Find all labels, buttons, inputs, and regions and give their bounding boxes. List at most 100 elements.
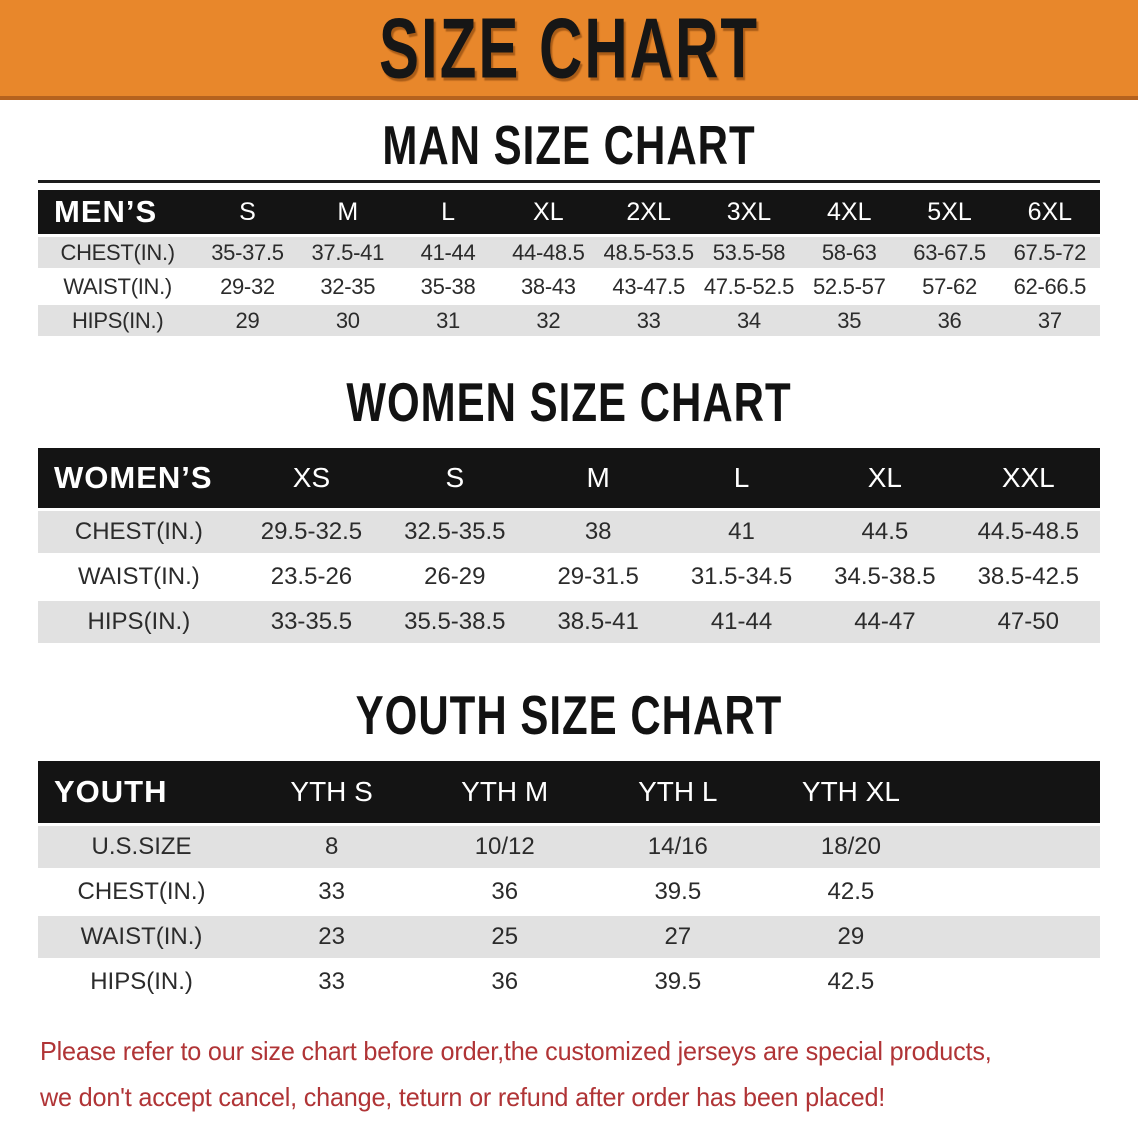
spacer-cell <box>937 961 1100 1003</box>
size-value-cell: 37 <box>999 305 1100 336</box>
size-value-cell: 44.5 <box>813 511 957 553</box>
size-value-cell: 43-47.5 <box>598 271 699 302</box>
size-value-cell: 39.5 <box>591 871 765 913</box>
size-value-cell: 37.5-41 <box>297 237 398 268</box>
size-value-cell: 44-47 <box>813 601 957 643</box>
youth-hips-row: HIPS(IN.) 33 36 39.5 42.5 <box>38 961 1100 1003</box>
size-value-cell: 42.5 <box>764 961 938 1003</box>
size-value-cell: 47.5-52.5 <box>698 271 800 302</box>
row-label: WAIST(IN.) <box>38 916 246 958</box>
men-size-table: MEN’S S M L XL 2XL 3XL 4XL 5XL 6XL CHEST… <box>38 187 1100 339</box>
size-value-cell: 36 <box>418 871 592 913</box>
size-value-cell: 32.5-35.5 <box>383 511 527 553</box>
size-value-cell: 34 <box>698 305 800 336</box>
size-value-cell: 41-44 <box>397 237 499 268</box>
size-value-cell: 14/16 <box>591 826 765 868</box>
size-value-cell: 33 <box>245 871 419 913</box>
men-size-header: 2XL <box>598 190 699 234</box>
size-value-cell: 32 <box>498 305 599 336</box>
row-label: CHEST(IN.) <box>38 511 240 553</box>
women-header-row: WOMEN’S XS S M L XL XXL <box>38 448 1100 508</box>
men-size-header: L <box>397 190 499 234</box>
size-value-cell: 35 <box>799 305 900 336</box>
size-value-cell: 42.5 <box>764 871 938 913</box>
row-label: HIPS(IN.) <box>38 601 240 643</box>
disclaimer-note: Please refer to our size chart before or… <box>40 1028 1138 1120</box>
size-value-cell: 31.5-34.5 <box>669 556 814 598</box>
man-heading-text: MAN SIZE CHART <box>382 114 756 176</box>
spacer-cell <box>937 826 1100 868</box>
size-value-cell: 36 <box>418 961 592 1003</box>
size-value-cell: 52.5-57 <box>799 271 900 302</box>
size-value-cell: 26-29 <box>383 556 527 598</box>
size-value-cell: 30 <box>297 305 398 336</box>
men-corner-label: MEN’S <box>38 190 198 234</box>
men-size-header: 4XL <box>799 190 900 234</box>
size-value-cell: 38.5-42.5 <box>956 556 1100 598</box>
men-size-header: 3XL <box>698 190 800 234</box>
spacer-header-cell <box>937 761 1100 823</box>
size-value-cell: 29-31.5 <box>526 556 670 598</box>
size-value-cell: 29-32 <box>197 271 298 302</box>
row-label: WAIST(IN.) <box>38 271 198 302</box>
women-size-table: WOMEN’S XS S M L XL XXL CHEST(IN.) 29.5-… <box>38 445 1100 646</box>
spacer-cell <box>937 871 1100 913</box>
size-value-cell: 31 <box>397 305 499 336</box>
youth-size-table-section: YOUTH YTH S YTH M YTH L YTH XL U.S.SIZE … <box>38 758 1100 1006</box>
men-size-header: M <box>297 190 398 234</box>
women-size-header: L <box>669 448 814 508</box>
women-corner-label: WOMEN’S <box>38 448 240 508</box>
women-size-header: XL <box>813 448 957 508</box>
spacer-cell <box>937 916 1100 958</box>
size-value-cell: 33 <box>598 305 699 336</box>
men-table-top-border <box>38 180 1100 183</box>
size-value-cell: 47-50 <box>956 601 1100 643</box>
size-value-cell: 10/12 <box>418 826 592 868</box>
page-title: SIZE CHART <box>379 0 759 96</box>
size-value-cell: 29 <box>764 916 938 958</box>
women-size-header: XXL <box>956 448 1100 508</box>
size-value-cell: 67.5-72 <box>999 237 1100 268</box>
size-value-cell: 53.5-58 <box>698 237 800 268</box>
row-label: WAIST(IN.) <box>38 556 240 598</box>
men-chest-row: CHEST(IN.) 35-37.5 37.5-41 41-44 44-48.5… <box>38 237 1100 268</box>
size-value-cell: 29 <box>197 305 298 336</box>
row-label: HIPS(IN.) <box>38 961 246 1003</box>
youth-chest-row: CHEST(IN.) 33 36 39.5 42.5 <box>38 871 1100 913</box>
size-value-cell: 38 <box>526 511 670 553</box>
size-value-cell: 23.5-26 <box>239 556 384 598</box>
men-header-row: MEN’S S M L XL 2XL 3XL 4XL 5XL 6XL <box>38 190 1100 234</box>
men-waist-row: WAIST(IN.) 29-32 32-35 35-38 38-43 43-47… <box>38 271 1100 302</box>
men-size-table-section: MEN’S S M L XL 2XL 3XL 4XL 5XL 6XL CHEST… <box>38 180 1100 339</box>
size-value-cell: 27 <box>591 916 765 958</box>
size-value-cell: 44.5-48.5 <box>956 511 1100 553</box>
size-value-cell: 41-44 <box>669 601 814 643</box>
women-waist-row: WAIST(IN.) 23.5-26 26-29 29-31.5 31.5-34… <box>38 556 1100 598</box>
size-value-cell: 36 <box>899 305 1000 336</box>
youth-size-header: YTH S <box>245 761 419 823</box>
men-hips-row: HIPS(IN.) 29 30 31 32 33 34 35 36 37 <box>38 305 1100 336</box>
youth-size-table: YOUTH YTH S YTH M YTH L YTH XL U.S.SIZE … <box>38 758 1100 1006</box>
man-section-heading: MAN SIZE CHART <box>0 115 1138 176</box>
size-value-cell: 62-66.5 <box>999 271 1100 302</box>
size-value-cell: 41 <box>669 511 814 553</box>
disclaimer-line-2: we don't accept cancel, change, teturn o… <box>40 1082 886 1112</box>
size-value-cell: 38-43 <box>498 271 599 302</box>
size-value-cell: 38.5-41 <box>526 601 670 643</box>
women-size-header: M <box>526 448 670 508</box>
women-chest-row: CHEST(IN.) 29.5-32.5 32.5-35.5 38 41 44.… <box>38 511 1100 553</box>
youth-size-header: YTH M <box>418 761 592 823</box>
row-label: CHEST(IN.) <box>38 871 246 913</box>
women-size-header: S <box>383 448 527 508</box>
size-value-cell: 57-62 <box>899 271 1000 302</box>
women-size-header: XS <box>239 448 384 508</box>
women-hips-row: HIPS(IN.) 33-35.5 35.5-38.5 38.5-41 41-4… <box>38 601 1100 643</box>
row-label: U.S.SIZE <box>38 826 246 868</box>
men-size-header: XL <box>498 190 599 234</box>
size-value-cell: 34.5-38.5 <box>813 556 957 598</box>
size-value-cell: 35-38 <box>397 271 499 302</box>
men-size-header: 6XL <box>999 190 1100 234</box>
women-heading-text: WOMEN SIZE CHART <box>346 371 792 433</box>
youth-size-header: YTH L <box>591 761 765 823</box>
size-value-cell: 23 <box>245 916 419 958</box>
